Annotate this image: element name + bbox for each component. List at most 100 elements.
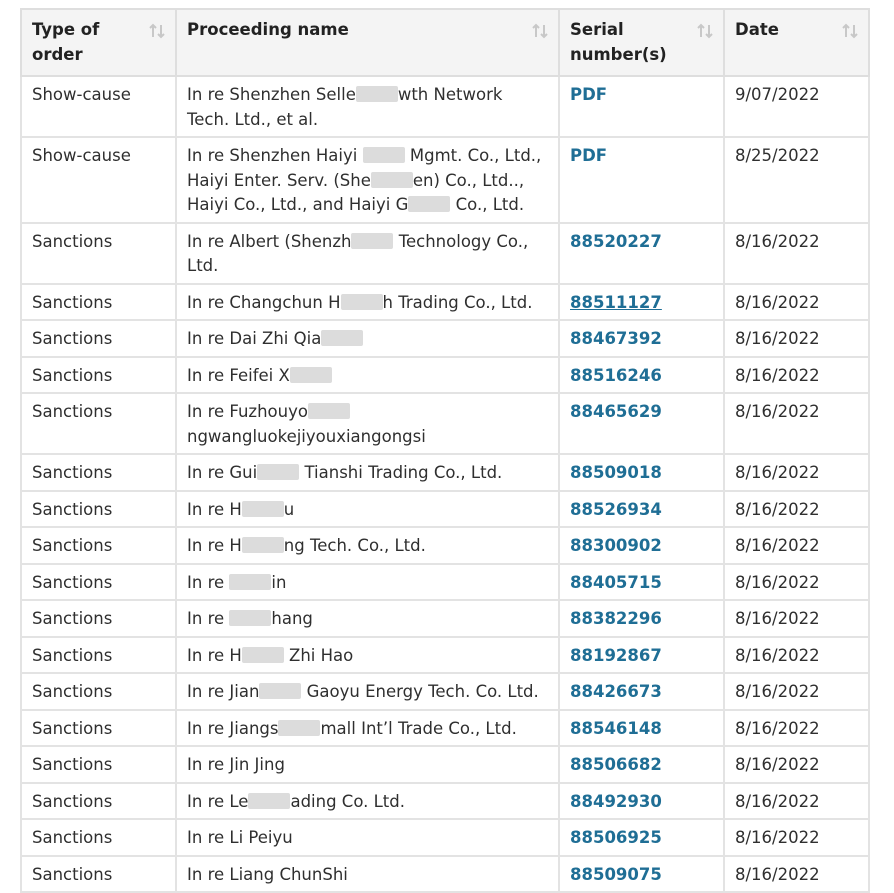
cell-date: 8/16/2022: [723, 781, 870, 820]
redacted-text: [257, 464, 300, 480]
cell-date: 8/16/2022: [723, 745, 870, 784]
serial-number-link[interactable]: 88516246: [570, 365, 662, 385]
sort-arrows-icon[interactable]: [147, 21, 167, 41]
redacted-text: [355, 86, 398, 102]
serial-number-link[interactable]: 88465629: [570, 402, 662, 421]
redacted-text: [241, 646, 284, 663]
cell-serial-numbers: 88405715: [558, 562, 725, 601]
cell-serial-numbers: 88492930: [558, 781, 725, 820]
table-row: Sanctions In re Dai Zhi Qia 88467392 8/16/2…: [20, 319, 870, 358]
serial-number-link[interactable]: 88382296: [570, 609, 662, 628]
cell-type-of-order: Show-cause: [20, 136, 177, 224]
cell-type-of-order: Sanctions: [20, 319, 177, 358]
redacted-text: [289, 366, 332, 383]
serial-number-link[interactable]: 88520227: [570, 231, 662, 251]
table-row: Sanctions In re Feifei X 88516246 8/16/2022: [20, 355, 870, 394]
serial-number-link[interactable]: 88546148: [570, 718, 662, 738]
cell-proceeding-name: In re Fuzhouyongwangluokejiyouxiangongsi: [175, 392, 560, 455]
sort-arrows-icon[interactable]: [695, 21, 715, 41]
column-header-serial-numbers[interactable]: Serial number(s): [558, 8, 725, 77]
serial-number-link[interactable]: 88467392: [570, 329, 662, 348]
redacted-text: [307, 403, 350, 419]
proceedings-table: Type of order Proceeding name Serial num…: [20, 8, 870, 893]
cell-proceeding-name: In re Dai Zhi Qia: [175, 319, 560, 358]
serial-number-link[interactable]: 88526934: [570, 499, 662, 519]
cell-date: 9/07/2022: [723, 75, 870, 138]
cell-serial-numbers: 88506682: [558, 745, 725, 784]
table-row: Show-cause In re Shenzhen Haiyi Mgmt. Co.…: [20, 136, 870, 224]
cell-serial-numbers: 88546148: [558, 708, 725, 747]
redacted-text: [248, 792, 291, 809]
serial-number-link[interactable]: 88492930: [570, 791, 662, 811]
cell-type-of-order: Show-cause: [20, 75, 177, 138]
sort-arrows-icon[interactable]: [840, 21, 860, 41]
cell-serial-numbers: 88526934: [558, 489, 725, 528]
cell-date: 8/16/2022: [723, 355, 870, 394]
cell-serial-numbers: 88192867: [558, 635, 725, 674]
cell-proceeding-name: In re hang: [175, 599, 560, 638]
serial-number-link[interactable]: 88506682: [570, 755, 662, 774]
cell-type-of-order: Sanctions: [20, 282, 177, 321]
cell-date: 8/16/2022: [723, 562, 870, 601]
cell-serial-numbers: PDF: [558, 75, 725, 138]
cell-type-of-order: Sanctions: [20, 453, 177, 492]
redacted-text: [278, 719, 321, 736]
serial-number-link[interactable]: 88506925: [570, 828, 662, 847]
table-row: Sanctions In re Jin Jing 88506682 8/16/2022: [20, 745, 870, 784]
cell-serial-numbers: 88509018: [558, 453, 725, 492]
pdf-link[interactable]: PDF: [570, 146, 608, 165]
sort-arrows-icon[interactable]: [530, 21, 550, 41]
serial-number-link[interactable]: 88509075: [570, 864, 662, 884]
cell-type-of-order: Sanctions: [20, 854, 177, 893]
redacted-text: [340, 293, 383, 310]
serial-number-link[interactable]: 88405715: [570, 572, 662, 592]
serial-number-link[interactable]: 88192867: [570, 645, 662, 665]
cell-type-of-order: Sanctions: [20, 818, 177, 857]
cell-type-of-order: Sanctions: [20, 745, 177, 784]
serial-number-link[interactable]: 88300902: [570, 536, 662, 555]
table-row: Sanctions In re Fuzhouyongwangluokejiyoux…: [20, 392, 870, 455]
cell-serial-numbers: 88506925: [558, 818, 725, 857]
cell-serial-numbers: 88426673: [558, 672, 725, 711]
column-header-date[interactable]: Date: [723, 8, 870, 77]
column-header-type-of-order[interactable]: Type of order: [20, 8, 177, 77]
cell-date: 8/16/2022: [723, 392, 870, 455]
table-row: Sanctions In re Jian Gaoyu Energy Tech. C…: [20, 672, 870, 711]
serial-number-link[interactable]: 88509018: [570, 463, 662, 482]
redacted-text: [241, 537, 284, 553]
serial-number-link[interactable]: 88511127: [570, 292, 662, 312]
cell-date: 8/16/2022: [723, 453, 870, 492]
table-row: Sanctions In re Gui Tianshi Trading Co., …: [20, 453, 870, 492]
cell-proceeding-name: In re Shenzhen Selle wth Network Tech. Lt…: [175, 75, 560, 138]
redacted-text: [229, 610, 272, 626]
cell-serial-numbers: 88511127: [558, 282, 725, 321]
cell-date: 8/16/2022: [723, 854, 870, 893]
cell-type-of-order: Sanctions: [20, 489, 177, 528]
cell-date: 8/16/2022: [723, 282, 870, 321]
cell-proceeding-name: In re Jian Gaoyu Energy Tech. Co. Ltd.: [175, 672, 560, 711]
cell-proceeding-name: In re Jiangs mall Int’l Trade Co., Ltd.: [175, 708, 560, 747]
cell-proceeding-name: In re Li Peiyu: [175, 818, 560, 857]
table-row: Sanctions In re Albert (Shenzh Technology…: [20, 221, 870, 285]
column-header-proceeding-name[interactable]: Proceeding name: [175, 8, 560, 77]
serial-number-link[interactable]: 88426673: [570, 682, 662, 701]
cell-serial-numbers: 88300902: [558, 526, 725, 565]
cell-date: 8/16/2022: [723, 818, 870, 857]
redacted-text: [321, 330, 364, 346]
column-header-label: Date: [735, 20, 779, 39]
cell-date: 8/16/2022: [723, 319, 870, 358]
pdf-link[interactable]: PDF: [570, 85, 608, 104]
cell-serial-numbers: 88520227: [558, 221, 725, 285]
cell-date: 8/25/2022: [723, 136, 870, 224]
cell-type-of-order: Sanctions: [20, 781, 177, 820]
cell-type-of-order: Sanctions: [20, 562, 177, 601]
cell-type-of-order: Sanctions: [20, 708, 177, 747]
redacted-text: [259, 683, 302, 699]
cell-date: 8/16/2022: [723, 599, 870, 638]
proceedings-table-container: Type of order Proceeding name Serial num…: [20, 8, 870, 893]
table-row: Sanctions In re Le ading Co. Ltd. 88492930 8…: [20, 781, 870, 820]
